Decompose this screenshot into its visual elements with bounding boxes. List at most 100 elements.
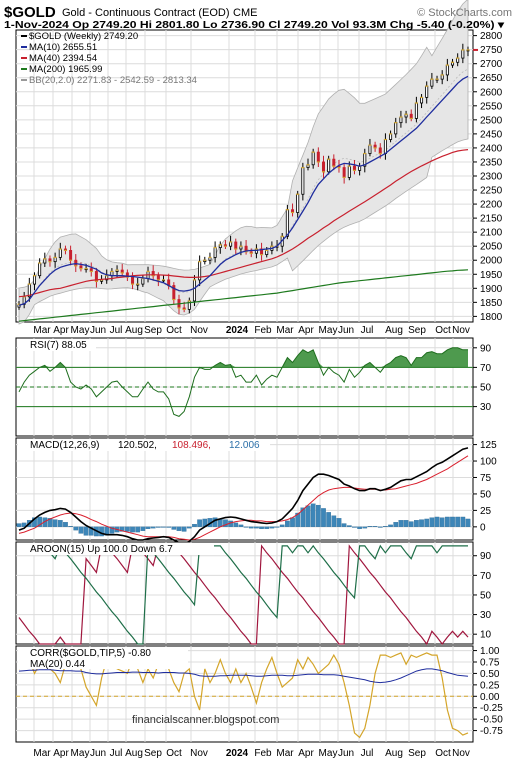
x-axis-label-bottom: Mar <box>276 748 294 759</box>
macd-signal-line <box>18 455 469 541</box>
x-axis-label-bottom: Jul <box>110 748 123 759</box>
footer-credit: financialscanner.blogspot.com <box>132 714 279 726</box>
aroon-ytick-label: 90 <box>480 551 492 562</box>
price-ytick-label: 2300 <box>480 172 503 183</box>
macd-histogram-bar <box>243 526 249 528</box>
candle-body <box>69 250 73 261</box>
macd-histogram-bar <box>197 519 202 527</box>
macd-histogram-bar <box>63 522 68 527</box>
candle-body <box>311 151 315 166</box>
candle-body <box>43 258 47 264</box>
ma10-line <box>18 75 469 306</box>
candle-body <box>342 167 346 178</box>
macd-histogram-bar <box>279 524 285 527</box>
price-ytick-label: 2150 <box>480 214 503 225</box>
bollinger-band <box>18 0 469 325</box>
macd-histogram-bar <box>161 526 166 528</box>
candle-body <box>141 278 145 285</box>
aroon-ytick-label: 50 <box>480 590 492 601</box>
macd-histogram-bar <box>73 526 79 531</box>
x-axis-label: Jun <box>338 325 354 336</box>
macd-histogram-bar <box>264 526 270 529</box>
macd-histogram-bar <box>341 523 347 527</box>
x-axis-label: Mar <box>276 325 294 336</box>
candle-body <box>327 158 331 173</box>
price-ytick-label: 2550 <box>480 101 503 112</box>
macd-histogram-bar <box>445 516 450 527</box>
candle-body <box>383 139 387 154</box>
corr-ytick-label: 0.00 <box>480 692 500 703</box>
candle-body <box>265 250 269 256</box>
macd-histogram-bar <box>300 507 306 527</box>
rsi-ytick-label: 30 <box>480 402 492 413</box>
macd-histogram-bar <box>130 526 135 533</box>
ma40-line <box>18 149 469 298</box>
macd-histogram-bar <box>248 526 254 529</box>
rsi-overbought-fill <box>19 347 468 368</box>
rsi-label: RSI(7) 88.05 <box>30 340 87 351</box>
price-legend-item: MA(200) 1965.99 <box>29 64 102 75</box>
price-ytick-label: 1850 <box>480 298 503 309</box>
macd-histogram-bar <box>269 526 275 529</box>
price-ytick-label: 2000 <box>480 256 503 267</box>
candle-body <box>440 74 444 80</box>
price-ytick-label: 2600 <box>480 87 503 98</box>
candle-body <box>430 78 434 87</box>
macd-ytick-label: 125 <box>480 440 497 451</box>
corr-ma-label: MA(20) 0.44 <box>30 659 85 670</box>
candle-body <box>321 161 325 173</box>
candle-body <box>425 85 429 98</box>
macd-histogram-bar <box>212 517 218 527</box>
macd-histogram-bar <box>388 524 393 527</box>
quote-line: 1-Nov-2024 Op 2749.20 Hi 2801.80 Lo 2736… <box>4 19 505 31</box>
candle-body <box>445 64 449 76</box>
macd-histogram-bar <box>424 518 430 527</box>
candle-body <box>156 275 160 281</box>
price-ytick-label: 2800 <box>480 31 503 42</box>
candle-body <box>301 167 305 195</box>
candle-body <box>420 96 424 104</box>
x-axis-label: Apr <box>298 325 314 336</box>
candle-body <box>32 275 36 285</box>
corr-ytick-label: 0.50 <box>480 669 500 680</box>
macd-histogram-bar <box>125 526 130 532</box>
macd-histogram-bar <box>352 526 357 528</box>
x-axis-label-bottom: Apr <box>53 748 69 759</box>
macd-histogram-bar <box>181 526 187 532</box>
macd-histogram-bar <box>99 526 104 537</box>
x-axis-label-bottom: 2024 <box>226 748 249 759</box>
macd-histogram-bar <box>326 512 332 527</box>
corr-ytick-label: 1.00 <box>480 646 500 657</box>
x-axis-label: Aug <box>125 325 143 336</box>
candle-body <box>378 147 382 154</box>
x-axis-label-bottom: Nov <box>452 748 470 759</box>
macd-histogram-bar <box>186 526 192 529</box>
instrument-name: Gold - Continuous Contract (EOD) <box>62 7 230 19</box>
macd-histogram-bar <box>166 526 172 528</box>
candle-body <box>58 248 62 258</box>
macd-ytick-label: 75 <box>480 473 492 484</box>
macd-histogram-bar <box>403 520 409 527</box>
macd-label-part: 120.502, <box>118 440 157 451</box>
candle-body <box>352 165 356 171</box>
macd-label-part: 108.496, <box>172 440 211 451</box>
candle-body <box>414 102 418 119</box>
macd-histogram-bar <box>408 521 414 527</box>
corr-label: CORR($GOLD,TIP,5) -0.80 <box>30 648 151 659</box>
corr-label-bg <box>18 647 188 669</box>
candle-body <box>409 113 413 119</box>
macd-histogram-bar <box>321 508 326 527</box>
macd-histogram-bar <box>398 520 404 527</box>
candle-body <box>394 122 398 135</box>
macd-histogram-bar <box>362 526 368 529</box>
x-axis-label-bottom: Aug <box>125 748 143 759</box>
x-axis-label: Feb <box>254 325 272 336</box>
macd-histogram-bar <box>315 504 321 527</box>
x-axis-label: Jun <box>90 325 106 336</box>
aroon-panel <box>15 541 474 645</box>
corr-ytick-label: 0.25 <box>480 680 500 691</box>
macd-histogram-bar <box>119 526 125 532</box>
macd-histogram-bar <box>223 519 228 527</box>
macd-ytick-label: 100 <box>480 457 497 468</box>
macd-histogram-bar <box>21 522 27 527</box>
